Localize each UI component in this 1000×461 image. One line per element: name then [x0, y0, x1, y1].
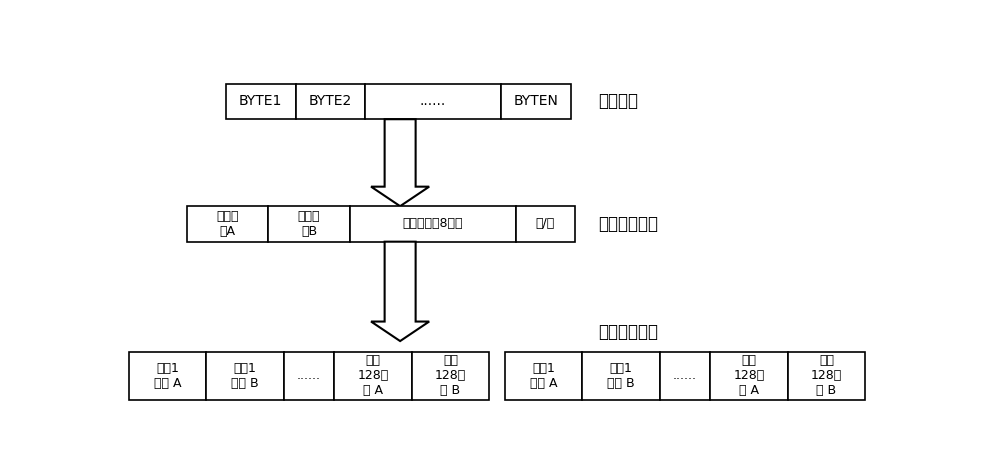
Text: ......: ......: [673, 369, 697, 382]
Text: 开关控制信号: 开关控制信号: [598, 323, 658, 341]
Bar: [187, 206, 268, 242]
Text: 开关控
制B: 开关控 制B: [298, 210, 320, 238]
Text: 开关控
制A: 开关控 制A: [216, 210, 239, 238]
Text: 切换指令: 切换指令: [598, 93, 638, 111]
Bar: [501, 84, 571, 119]
Text: ......: ......: [420, 95, 446, 108]
Bar: [129, 352, 206, 400]
Bar: [385, 119, 416, 187]
Bar: [284, 352, 334, 400]
Bar: [505, 352, 582, 400]
Bar: [268, 206, 350, 242]
Text: 通道
128发
射 A: 通道 128发 射 A: [357, 354, 389, 397]
Bar: [296, 84, 365, 119]
Bar: [788, 352, 865, 400]
Bar: [350, 206, 516, 242]
Text: BYTEN: BYTEN: [513, 95, 558, 108]
Text: 通道1
发射 B: 通道1 发射 B: [231, 362, 259, 390]
Text: ......: ......: [297, 369, 321, 382]
Bar: [412, 352, 489, 400]
Polygon shape: [371, 119, 429, 206]
Bar: [206, 352, 284, 400]
Text: BYTE1: BYTE1: [239, 95, 282, 108]
Bar: [660, 352, 710, 400]
Text: 通道1
接收 B: 通道1 接收 B: [607, 362, 635, 390]
Text: 通道
128发
射 B: 通道 128发 射 B: [435, 354, 466, 397]
Polygon shape: [371, 242, 429, 341]
Bar: [582, 352, 660, 400]
Text: 切换控制信号: 切换控制信号: [598, 215, 658, 233]
Bar: [226, 84, 296, 119]
Bar: [710, 352, 788, 400]
Text: 通道1
接收 A: 通道1 接收 A: [530, 362, 557, 390]
Text: 通道
128接
收 A: 通道 128接 收 A: [733, 354, 765, 397]
Text: 通道
128接
收 B: 通道 128接 收 B: [811, 354, 842, 397]
Bar: [365, 84, 501, 119]
Text: 通道1
发射 A: 通道1 发射 A: [154, 362, 181, 390]
Text: BYTE2: BYTE2: [309, 95, 352, 108]
Text: 发/收: 发/收: [536, 218, 555, 230]
Bar: [385, 242, 416, 322]
Bar: [516, 206, 574, 242]
Text: 通道地址（8位）: 通道地址（8位）: [403, 218, 463, 230]
Bar: [334, 352, 412, 400]
